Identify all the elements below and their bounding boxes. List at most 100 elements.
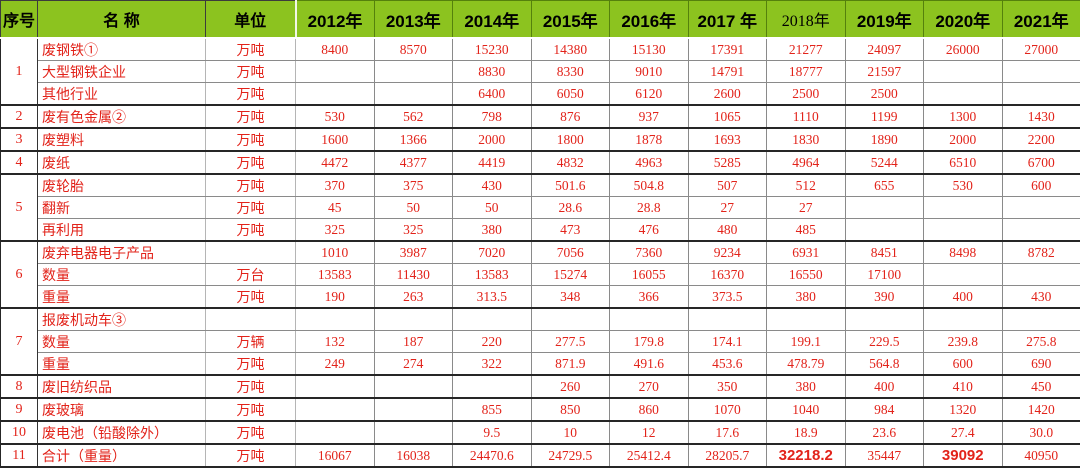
item-unit: 万吨 — [206, 421, 296, 444]
item-name: 数量 — [38, 331, 206, 353]
item-unit: 万吨 — [206, 151, 296, 174]
value-cell: 27000 — [1002, 38, 1080, 61]
item-unit: 万吨 — [206, 286, 296, 309]
value-cell: 239.8 — [924, 331, 1003, 353]
value-cell — [374, 398, 453, 421]
value-cell: 7020 — [453, 241, 532, 264]
value-cell: 1366 — [374, 128, 453, 151]
value-cell: 6700 — [1002, 151, 1080, 174]
item-unit: 万台 — [206, 264, 296, 286]
value-cell: 7360 — [610, 241, 689, 264]
value-cell: 380 — [767, 375, 846, 398]
value-cell: 501.6 — [531, 174, 610, 197]
value-cell: 1070 — [688, 398, 767, 421]
value-cell — [1002, 61, 1080, 83]
row-index: 9 — [1, 398, 38, 421]
value-cell: 18.9 — [767, 421, 846, 444]
value-cell: 179.8 — [610, 331, 689, 353]
value-cell: 1890 — [845, 128, 924, 151]
value-cell: 45 — [296, 197, 375, 219]
value-cell: 2000 — [924, 128, 1003, 151]
value-cell: 1800 — [531, 128, 610, 151]
value-cell: 3987 — [374, 241, 453, 264]
value-cell: 5285 — [688, 151, 767, 174]
item-name: 报废机动车③ — [38, 308, 206, 331]
value-cell: 9.5 — [453, 421, 532, 444]
value-cell: 876 — [531, 105, 610, 128]
item-unit: 万吨 — [206, 128, 296, 151]
item-name: 废旧纺织品 — [38, 375, 206, 398]
value-cell: 35447 — [845, 444, 924, 467]
row-index: 1 — [1, 38, 38, 105]
value-cell: 39092 — [924, 444, 1003, 467]
col-header-name: 名 称 — [38, 1, 206, 39]
item-name: 翻新 — [38, 197, 206, 219]
value-cell: 1320 — [924, 398, 1003, 421]
value-cell: 348 — [531, 286, 610, 309]
item-name: 合计（重量） — [38, 444, 206, 467]
value-cell: 410 — [924, 375, 1003, 398]
value-cell: 8570 — [374, 38, 453, 61]
value-cell — [531, 308, 610, 331]
value-cell — [1002, 83, 1080, 106]
value-cell: 15274 — [531, 264, 610, 286]
value-cell: 2600 — [688, 83, 767, 106]
value-cell: 21597 — [845, 61, 924, 83]
value-cell: 27 — [767, 197, 846, 219]
col-header-year: 2020年 — [924, 1, 1003, 39]
value-cell: 6400 — [453, 83, 532, 106]
value-cell: 190 — [296, 286, 375, 309]
value-cell — [296, 375, 375, 398]
item-name: 数量 — [38, 264, 206, 286]
value-cell: 8830 — [453, 61, 532, 83]
value-cell: 15130 — [610, 38, 689, 61]
item-unit: 万吨 — [206, 38, 296, 61]
item-unit: 万吨 — [206, 197, 296, 219]
col-header-year: 2015年 — [531, 1, 610, 39]
value-cell — [924, 219, 1003, 242]
value-cell: 8330 — [531, 61, 610, 83]
value-cell: 4419 — [453, 151, 532, 174]
value-cell — [688, 308, 767, 331]
item-name: 废弃电器电子产品 — [38, 241, 206, 264]
value-cell: 937 — [610, 105, 689, 128]
value-cell: 485 — [767, 219, 846, 242]
row-index: 11 — [1, 444, 38, 467]
value-cell — [845, 308, 924, 331]
value-cell: 13583 — [296, 264, 375, 286]
value-cell: 132 — [296, 331, 375, 353]
value-cell: 9010 — [610, 61, 689, 83]
value-cell: 4472 — [296, 151, 375, 174]
item-unit: 万吨 — [206, 375, 296, 398]
value-cell — [845, 219, 924, 242]
item-name: 废电池（铅酸除外） — [38, 421, 206, 444]
value-cell: 322 — [453, 353, 532, 376]
value-cell: 8782 — [1002, 241, 1080, 264]
value-cell — [924, 83, 1003, 106]
value-cell: 263 — [374, 286, 453, 309]
row-index: 5 — [1, 174, 38, 241]
item-unit: 万吨 — [206, 174, 296, 197]
value-cell: 25412.4 — [610, 444, 689, 467]
item-name: 废钢铁① — [38, 38, 206, 61]
value-cell: 400 — [924, 286, 1003, 309]
value-cell: 850 — [531, 398, 610, 421]
value-cell: 400 — [845, 375, 924, 398]
value-cell: 16550 — [767, 264, 846, 286]
value-cell: 1420 — [1002, 398, 1080, 421]
value-cell: 50 — [453, 197, 532, 219]
value-cell: 1878 — [610, 128, 689, 151]
value-cell: 380 — [453, 219, 532, 242]
item-name: 废纸 — [38, 151, 206, 174]
value-cell: 24729.5 — [531, 444, 610, 467]
value-cell — [924, 197, 1003, 219]
